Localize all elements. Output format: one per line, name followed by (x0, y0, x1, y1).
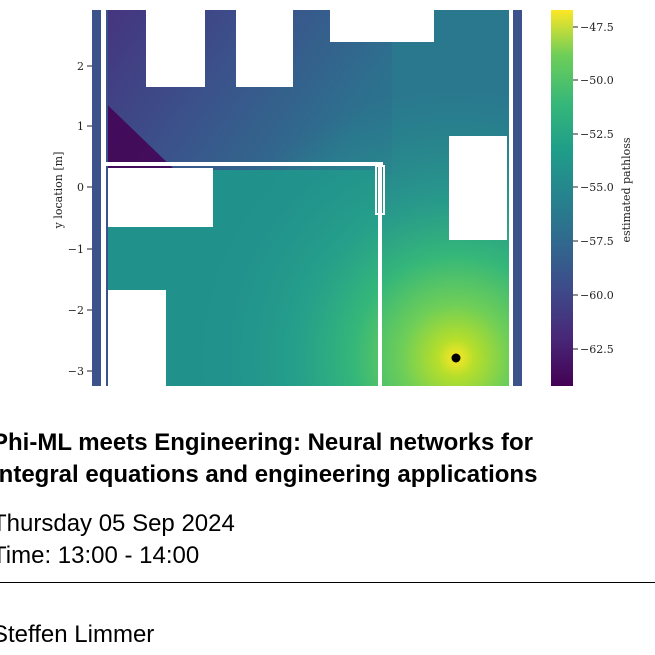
colorbar-tick-label: −57.5 (580, 235, 614, 248)
y-tick-label: −1 (68, 243, 84, 256)
colorbar-tick-label: −60.0 (580, 289, 614, 302)
colorbar-tick-label: −52.5 (580, 128, 614, 141)
y-tick-label: −3 (68, 365, 84, 378)
colorbar-tick-label: −62.5 (580, 343, 614, 356)
y-tick-label: 0 (77, 181, 84, 194)
colorbar-tick-label: −55.0 (580, 181, 614, 194)
event-title-line: integral equations and engineering appli… (0, 461, 538, 488)
colorbar-tick-label: −50.0 (580, 74, 614, 87)
colorbar-tick-label: −47.5 (580, 21, 614, 34)
transmitter-marker (451, 353, 461, 363)
y-tick-label: −2 (68, 304, 84, 317)
colorbar-ticks (573, 26, 578, 350)
event-date: Thursday 05 Sep 2024 (0, 510, 235, 537)
event-time: Time: 13:00 - 14:00 (0, 542, 200, 569)
divider (0, 582, 655, 583)
colorbar-label: estimated pathloss (620, 137, 633, 242)
pathloss-heatmap-figure: 2 1 0 −1 −2 −3 y location [m] −47.5 −50.… (52, 10, 633, 386)
room-walls (101, 10, 513, 386)
y-tick-label: 1 (77, 120, 84, 133)
y-axis-label: y location [m] (52, 152, 65, 230)
y-axis (87, 65, 92, 372)
y-tick-label: 2 (77, 60, 84, 73)
event-title[interactable]: Phi-ML meets Engineering: Neural network… (0, 427, 652, 491)
colorbar (551, 10, 573, 386)
event-title-line: Phi-ML meets Engineering: Neural network… (0, 429, 533, 456)
speaker-name: Steffen Limmer (0, 621, 155, 648)
